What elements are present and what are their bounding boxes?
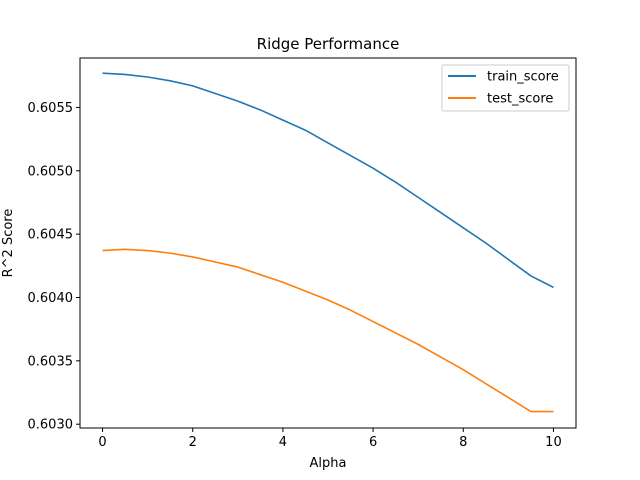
legend-label-train-score: train_score <box>487 70 559 85</box>
x-tick-label: 10 <box>545 435 562 450</box>
x-tick-label: 2 <box>189 435 197 450</box>
y-axis-label: R^2 Score <box>1 209 16 278</box>
x-axis: 0 2 4 6 8 10 <box>98 428 562 450</box>
plot-area <box>80 58 576 428</box>
y-tick-label: 0.6050 <box>28 164 74 179</box>
x-axis-label: Alpha <box>310 456 347 471</box>
y-tick-label: 0.6035 <box>28 354 74 369</box>
chart-title: Ridge Performance <box>257 35 400 53</box>
y-tick-label: 0.6040 <box>28 291 74 306</box>
y-tick-label: 0.6030 <box>28 418 74 433</box>
y-tick-label: 0.6045 <box>28 228 74 243</box>
x-tick-label: 6 <box>369 435 377 450</box>
x-tick-label: 4 <box>279 435 287 450</box>
legend-label-test-score: test_score <box>487 92 553 107</box>
legend: train_score test_score <box>441 64 570 112</box>
series-line-test-score <box>102 248 554 413</box>
y-tick-label: 0.6055 <box>28 101 74 116</box>
series-lines <box>102 72 554 413</box>
plot-frame <box>79 57 577 429</box>
x-tick-label: 0 <box>98 435 106 450</box>
y-axis: 0.6030 0.6035 0.6040 0.6045 0.6050 0.6055 <box>28 101 80 433</box>
x-tick-label: 8 <box>459 435 467 450</box>
series-line-train-score <box>102 72 554 289</box>
